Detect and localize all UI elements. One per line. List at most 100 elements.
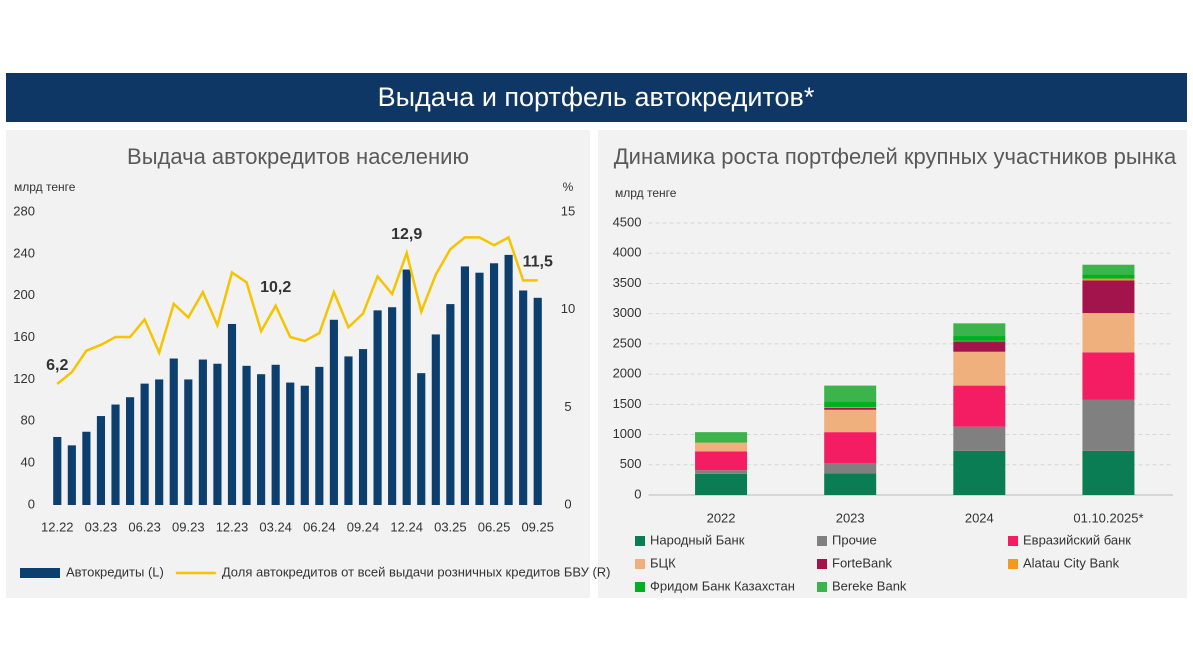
y-tick-label: 2000 <box>613 366 642 381</box>
legend-label: Евразийский банк <box>1023 532 1131 547</box>
legend-swatch <box>1008 559 1018 569</box>
x-tick-label: 12.22 <box>41 519 74 534</box>
bar-segment <box>953 450 1006 495</box>
bar-segment <box>953 336 1006 341</box>
y-tick-label: 4500 <box>613 214 642 229</box>
line <box>56 235 538 385</box>
y-tick-label: 4000 <box>613 245 642 260</box>
bar <box>140 383 149 505</box>
bar <box>388 307 397 505</box>
bar <box>329 319 338 505</box>
bar <box>489 263 499 505</box>
y-tick-label: 1500 <box>613 396 642 411</box>
legend-swatch <box>635 582 645 592</box>
bar <box>446 304 455 505</box>
bar-segment <box>953 426 1006 451</box>
data-label: 10,2 <box>260 279 291 296</box>
legend-swatch <box>20 568 60 578</box>
bar <box>475 272 484 505</box>
bar-segment <box>1082 399 1135 451</box>
bar <box>155 379 164 505</box>
bar <box>184 379 193 505</box>
legend-swatch <box>817 559 827 569</box>
bar-segment <box>824 462 877 474</box>
legend-label: Фридом Банк Казахстан <box>650 578 795 593</box>
bar-segment <box>1082 278 1135 281</box>
bar-segment <box>953 351 1006 386</box>
bar-segment <box>695 441 748 443</box>
y-tick-label: 280 <box>13 203 35 218</box>
bar <box>242 365 251 505</box>
legend-swatch <box>817 582 827 592</box>
x-tick-label: 03.23 <box>85 519 118 534</box>
bar-segment <box>1082 352 1135 400</box>
data-label: 6,2 <box>46 357 68 374</box>
y-tick-label: 3000 <box>613 305 642 320</box>
x-tick-label: 12.24 <box>390 519 423 534</box>
y-tick-label: 500 <box>620 456 642 471</box>
x-tick-label: 2024 <box>965 510 994 525</box>
bar <box>358 349 368 505</box>
bar-segment <box>953 340 1006 342</box>
bar-segment <box>695 451 748 471</box>
y2-axis-label: % <box>563 180 574 194</box>
x-tick-label: 06.24 <box>303 519 336 534</box>
legend-label: Bereke Bank <box>832 578 907 593</box>
bar-segment <box>824 432 877 463</box>
y2-tick-label: 0 <box>564 496 571 511</box>
legend-swatch <box>635 559 645 569</box>
bar-segment <box>824 385 877 402</box>
bar-segment <box>824 407 877 408</box>
y-tick-label: 240 <box>13 245 35 260</box>
bar <box>373 310 382 505</box>
legend-swatch <box>1008 536 1018 546</box>
bar <box>431 334 440 505</box>
bar-segment <box>1082 450 1135 495</box>
x-tick-label: 06.23 <box>128 519 161 534</box>
y-axis-label: млрд тенге <box>615 186 677 200</box>
y-tick-label: 3500 <box>613 275 642 290</box>
bar-segment <box>695 470 748 474</box>
y-axis-label: млрд тенге <box>14 180 76 194</box>
x-tick-label: 06.25 <box>478 519 511 534</box>
y-tick-label: 200 <box>13 287 35 302</box>
bar <box>227 323 237 505</box>
bar-segment <box>953 323 1006 337</box>
bar-segment <box>1082 264 1135 275</box>
bar-segment <box>695 442 748 452</box>
legend-label: Народный Банк <box>650 532 745 547</box>
bar-segment <box>1082 280 1135 314</box>
header-bar <box>6 73 1187 122</box>
legend-label: Прочие <box>832 532 877 547</box>
bar-segment <box>695 432 748 442</box>
y-tick-label: 120 <box>13 371 35 386</box>
bar-segment <box>824 409 877 433</box>
data-label: 11,5 <box>523 254 553 271</box>
bar <box>257 374 266 505</box>
y-tick-label: 2500 <box>613 335 642 350</box>
bar <box>519 290 528 505</box>
bar-segment <box>695 473 748 495</box>
x-tick-label: 03.24 <box>259 519 292 534</box>
x-tick-label: 09.24 <box>347 519 380 534</box>
bar <box>53 436 62 505</box>
bar <box>315 366 324 505</box>
chart-title: Динамика роста портфелей крупных участни… <box>614 144 1177 169</box>
legend-label: Доля автокредитов от всей выдачи розничн… <box>222 564 611 579</box>
legend-label: Автокредиты (L) <box>66 564 164 579</box>
bar <box>271 364 280 505</box>
bar-segment <box>1082 274 1135 279</box>
x-tick-label: 09.25 <box>521 519 554 534</box>
bar-segment <box>953 385 1006 427</box>
bar-segment <box>953 341 1006 352</box>
bar <box>169 358 178 505</box>
bar-segment <box>824 407 877 410</box>
y-tick-label: 80 <box>21 413 35 428</box>
bar <box>300 385 309 505</box>
bar <box>213 363 222 505</box>
y-tick-label: 40 <box>21 455 35 470</box>
y-tick-label: 1000 <box>613 426 642 441</box>
bar <box>286 382 295 505</box>
bar-segment <box>824 401 877 408</box>
x-tick-label: 03.25 <box>434 519 467 534</box>
